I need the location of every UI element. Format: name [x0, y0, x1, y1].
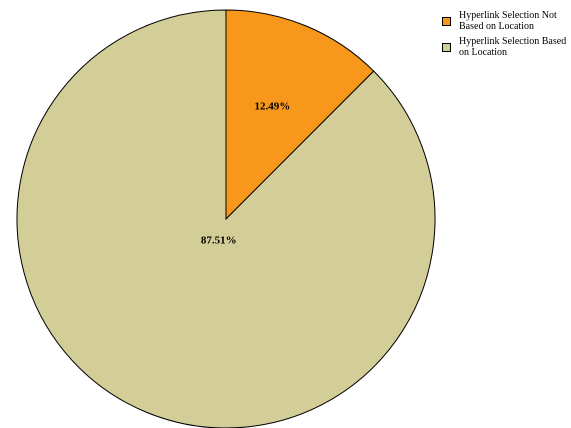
pie-slice-0 — [225, 9, 375, 221]
pie-slices — [16, 9, 436, 428]
pie-slice-1 — [16, 9, 436, 428]
legend-label-not-based-on-location: Hyperlink Selection Not Based on Locatio… — [459, 10, 557, 32]
pie-slice-label-0: 12.49% — [255, 101, 291, 113]
legend-item-not-based-on-location: Hyperlink Selection Not Based on Locatio… — [440, 10, 568, 32]
pie-slice-label-1: 87.51% — [201, 235, 237, 247]
legend-label-based-on-location: Hyperlink Selection Based on Location — [459, 36, 567, 58]
legend-swatch-not-based-on-location — [442, 17, 451, 26]
pie-slice-labels: 12.49% 87.51% — [201, 101, 290, 247]
legend-item-based-on-location: Hyperlink Selection Based on Location — [440, 36, 568, 58]
chart-legend: Hyperlink Selection Not Based on Locatio… — [440, 10, 568, 62]
legend-swatch-based-on-location — [442, 43, 451, 52]
